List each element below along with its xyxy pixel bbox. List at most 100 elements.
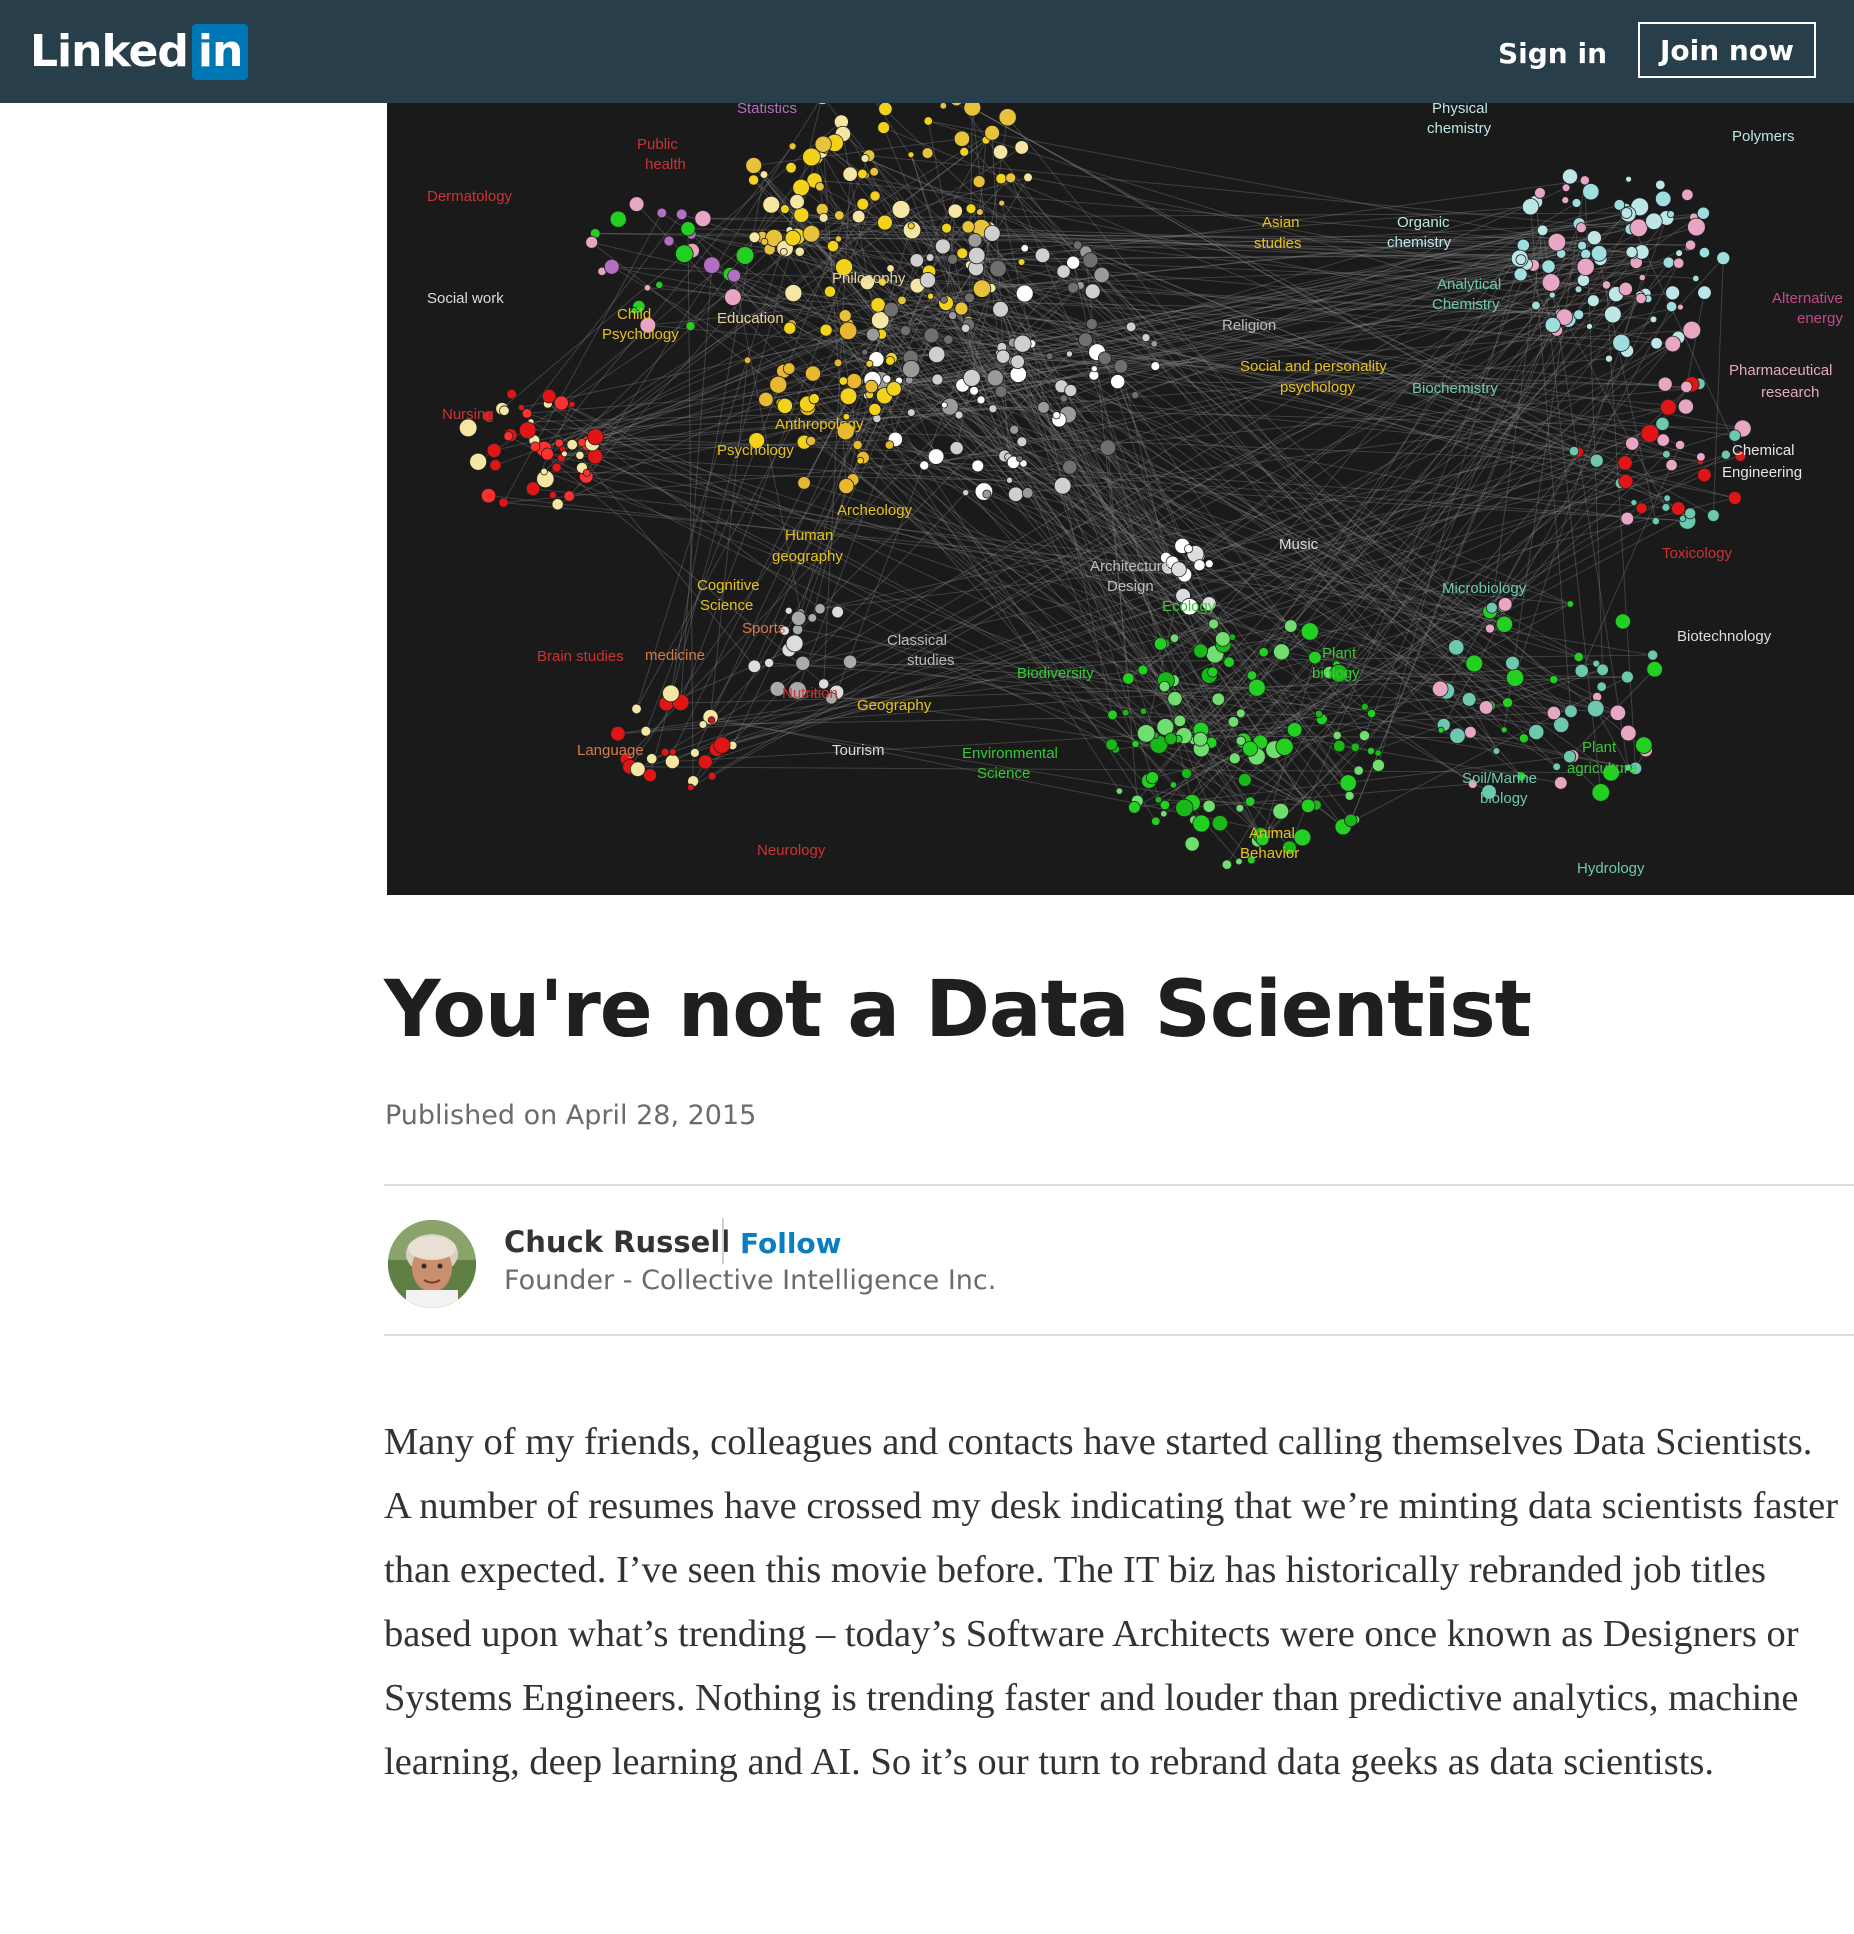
map-label: research: [1761, 384, 1819, 401]
map-node: [1332, 730, 1342, 741]
map-edge: [874, 406, 1044, 410]
map-node: [1207, 666, 1219, 678]
map-node: [529, 441, 541, 453]
map-node: [1137, 664, 1149, 676]
map-node: [646, 753, 658, 765]
map-node: [697, 754, 713, 770]
map-node: [793, 207, 810, 223]
map-node: [804, 365, 822, 382]
map-edge: [819, 566, 1169, 610]
map-node: [1601, 280, 1612, 290]
map-edge: [889, 444, 1505, 625]
map-node: [1099, 439, 1117, 456]
map-edge: [769, 248, 1735, 499]
map-node: [1625, 245, 1638, 259]
map-label: Social work: [427, 290, 504, 307]
map-node: [764, 657, 775, 668]
follow-button[interactable]: Follow: [740, 1227, 842, 1260]
map-node: [825, 692, 838, 705]
map-node: [1273, 643, 1290, 661]
map-edge: [1022, 343, 1735, 437]
map-node: [869, 166, 880, 177]
map-node: [1344, 790, 1355, 801]
map-node: [995, 172, 1007, 185]
map-edge: [1174, 423, 1663, 639]
map-edge: [974, 293, 1646, 392]
author-avatar[interactable]: [388, 1220, 476, 1308]
map-node: [703, 256, 721, 274]
map-edge: [581, 358, 1610, 443]
map-node: [1568, 445, 1580, 457]
map-edge: [978, 234, 1497, 752]
map-node: [675, 208, 688, 221]
map-node: [1649, 315, 1658, 324]
map-node: [675, 244, 694, 264]
map-node: [748, 432, 766, 449]
map-edge: [1143, 474, 1705, 712]
map-edge: [705, 460, 1597, 763]
map-edge: [975, 267, 1491, 629]
map-node: [1651, 516, 1660, 526]
map-node: [1437, 726, 1445, 734]
map-node: [1020, 244, 1029, 253]
sign-in-link[interactable]: Sign in: [1498, 37, 1608, 70]
map-edge: [849, 241, 1558, 663]
map-edge: [999, 352, 1571, 605]
map-node: [1093, 266, 1110, 284]
map-node: [1202, 799, 1216, 813]
map-node: [1513, 267, 1528, 282]
map-node: [1121, 708, 1130, 717]
map-edge: [942, 245, 1702, 458]
map-node: [551, 498, 564, 511]
map-node: [886, 381, 902, 397]
map-edge: [992, 408, 1743, 430]
map-node: [835, 258, 854, 277]
map-node: [1552, 762, 1561, 771]
map-node: [819, 323, 833, 337]
map-node: [1663, 494, 1671, 502]
map-edge: [797, 299, 945, 691]
map-edge: [1193, 672, 1340, 741]
map-node: [856, 456, 865, 465]
map-node: [962, 489, 970, 497]
map-node: [713, 736, 731, 754]
map-edge: [924, 298, 1649, 466]
map-node: [795, 655, 811, 671]
map-node: [1084, 283, 1101, 300]
map-node: [1579, 175, 1590, 186]
map-edge: [702, 218, 1642, 253]
map-edge: [1364, 223, 1580, 736]
map-edge: [533, 488, 1210, 565]
map-edge: [753, 138, 963, 166]
join-now-button[interactable]: Join now: [1638, 22, 1816, 78]
linkedin-logo[interactable]: Linked in: [30, 24, 249, 80]
map-node: [747, 659, 762, 674]
map-node: [1448, 639, 1465, 656]
map-node: [1358, 730, 1370, 742]
map-node: [1247, 855, 1256, 865]
map-edge: [780, 402, 1262, 836]
map-edge: [937, 379, 1579, 658]
map-edge: [488, 495, 1490, 613]
map-node: [1122, 672, 1135, 685]
map-node: [1553, 716, 1570, 733]
map-node: [1037, 401, 1050, 414]
map-node: [1662, 256, 1675, 269]
map-edge: [1155, 262, 1679, 367]
map-node: [1160, 810, 1168, 818]
map-edge: [898, 329, 1692, 382]
map-node: [1228, 752, 1241, 765]
map-edge: [1468, 699, 1497, 752]
map-node: [643, 284, 652, 292]
map-label: studies: [1254, 235, 1302, 252]
map-node: [1613, 199, 1626, 211]
map-label: Biotechnology: [1677, 628, 1772, 645]
map-node: [1235, 708, 1246, 719]
map-node: [1692, 274, 1700, 283]
map-node: [1085, 318, 1098, 330]
author-name[interactable]: Chuck Russell: [504, 1225, 731, 1259]
map-edge: [1000, 309, 1160, 745]
map-node: [805, 435, 817, 446]
map-node: [967, 232, 983, 248]
map-node: [640, 725, 652, 737]
